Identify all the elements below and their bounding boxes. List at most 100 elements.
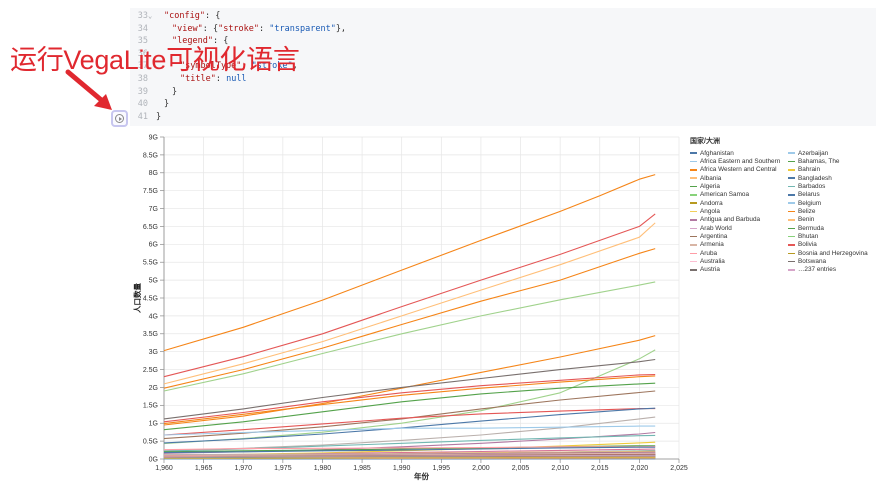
x-tick-label: 1,965 <box>195 465 213 472</box>
code-token: "stroke" <box>218 23 260 34</box>
y-tick-label: 6G <box>149 242 158 249</box>
code-token: : <box>259 23 270 34</box>
annotation-label: 运行VegaLite可视化语言 <box>10 45 300 75</box>
x-tick-label: 2,020 <box>631 465 649 472</box>
legend-item: Botswana <box>788 257 880 265</box>
code-token: "stroke" <box>251 61 293 72</box>
fold-chevron-icon[interactable]: ⌄ <box>148 12 153 20</box>
run-button[interactable] <box>111 110 128 127</box>
code-line[interactable]: 38 "title": null <box>130 73 876 85</box>
legend-swatch <box>788 210 795 213</box>
legend-swatch <box>788 235 795 238</box>
code-token: } <box>164 99 170 110</box>
x-tick-label: 2,005 <box>512 465 530 472</box>
legend-label: Aruba <box>700 249 718 257</box>
legend-item: Africa Western and Central <box>690 166 788 174</box>
series-line <box>163 408 656 436</box>
code-line[interactable]: 35 "legend": { <box>130 35 876 47</box>
legend-item: Bosnia and Herzegovina <box>788 249 880 257</box>
legend-label: American Samoa <box>700 191 750 199</box>
line-number: 35 <box>137 36 148 47</box>
legend-swatch <box>788 169 795 171</box>
legend-swatch <box>690 210 697 213</box>
line-number: 33 <box>137 11 148 21</box>
code-line[interactable]: 41} <box>130 111 876 123</box>
code-token: "config" <box>164 11 205 21</box>
code-text: "legend": { <box>172 35 228 47</box>
legend-item: Arab World <box>690 224 788 232</box>
y-tick-label: 4G <box>149 313 158 320</box>
legend-item: Benin <box>788 216 880 224</box>
code-token: : <box>241 61 252 72</box>
legend-item: Bahamas, The <box>788 157 880 165</box>
legend-swatch <box>690 252 697 255</box>
legend-title: 国家/大洲 <box>690 138 720 145</box>
line-number: 40 <box>137 99 148 110</box>
code-text: } <box>172 86 177 98</box>
legend-label: Belarus <box>798 191 820 199</box>
y-tick-label: 0.5G <box>143 439 158 446</box>
line-number: 34 <box>137 23 148 34</box>
legend-item: Bolivia <box>788 241 880 249</box>
legend-item: Aruba <box>690 249 788 257</box>
y-tick-label: 7.5G <box>143 188 158 195</box>
legend-label: Angola <box>700 208 720 216</box>
legend-item: Austria <box>690 266 788 274</box>
legend-label: Belgium <box>798 199 822 207</box>
series-line <box>163 407 656 444</box>
legend-swatch <box>690 185 697 188</box>
legend-label: Bhutan <box>798 233 819 241</box>
legend-swatch <box>788 269 795 271</box>
legend-swatch <box>690 269 697 271</box>
legend-label: Antigua and Barbuda <box>700 216 761 224</box>
y-axis-title: 人口数量 <box>132 283 142 313</box>
y-tick-label: 1G <box>149 421 158 428</box>
code-line[interactable]: 37 "symbolType": "stroke", <box>130 60 876 72</box>
legend-item: Azerbaijan <box>788 149 880 157</box>
legend-item: …237 entries <box>788 266 880 274</box>
code-line[interactable]: 33 ⌄ "config": { <box>130 10 876 22</box>
legend-item: American Samoa <box>690 191 788 199</box>
line-number: 38 <box>137 74 148 84</box>
y-tick-label: 3.5G <box>143 331 158 338</box>
legend-label: Arab World <box>700 224 732 232</box>
play-circle-icon <box>115 114 124 123</box>
code-editor[interactable]: 33 ⌄ "config" : {34 "view": {"stroke": "tran… <box>130 8 876 126</box>
legend-item: Andorra <box>690 199 788 207</box>
legend-swatch <box>788 252 795 255</box>
legend-swatch <box>690 202 697 204</box>
legend-swatch <box>788 177 795 179</box>
series-line <box>163 416 656 452</box>
legend-swatch <box>690 244 697 246</box>
legend-item: Armenia <box>690 241 788 249</box>
code-token: , <box>292 61 298 72</box>
legend-item: Belarus <box>788 191 880 199</box>
code-line[interactable]: 36 <box>130 48 876 60</box>
code-token: : { <box>212 36 229 47</box>
x-tick-label: 1,960 <box>155 465 173 472</box>
legend-label: Africa Eastern and Southern <box>700 158 781 166</box>
code-line[interactable]: 34 "view": {"stroke": "transparent"}, <box>130 23 876 35</box>
line-number: 41 <box>137 111 148 122</box>
legend-item: Barbados <box>788 182 880 190</box>
code-line[interactable]: 39} <box>130 86 876 98</box>
legend-item: Africa Eastern and Southern <box>690 157 788 165</box>
code-line[interactable]: 40} <box>130 98 876 110</box>
legend-items: Afghanistan Azerbaijan Africa Eastern and … <box>690 149 880 274</box>
y-tick-label: 8G <box>149 170 158 177</box>
legend-item: Argentina <box>690 232 788 240</box>
legend-label: Bosnia and Herzegovina <box>798 249 868 257</box>
code-token: : <box>215 74 227 84</box>
legend-label: Belize <box>798 208 816 216</box>
legend-swatch <box>690 219 697 221</box>
legend-label: Andorra <box>700 199 723 207</box>
legend-swatch <box>690 194 697 196</box>
code-token: } <box>156 111 162 122</box>
legend-swatch <box>690 227 697 230</box>
legend-item: Bhutan <box>788 232 880 240</box>
x-tick-label: 1,985 <box>353 465 371 472</box>
legend-swatch <box>690 260 697 263</box>
x-axis-title: 年份 <box>414 471 429 481</box>
series-line <box>163 382 656 431</box>
y-tick-label: 5.5G <box>143 260 158 267</box>
